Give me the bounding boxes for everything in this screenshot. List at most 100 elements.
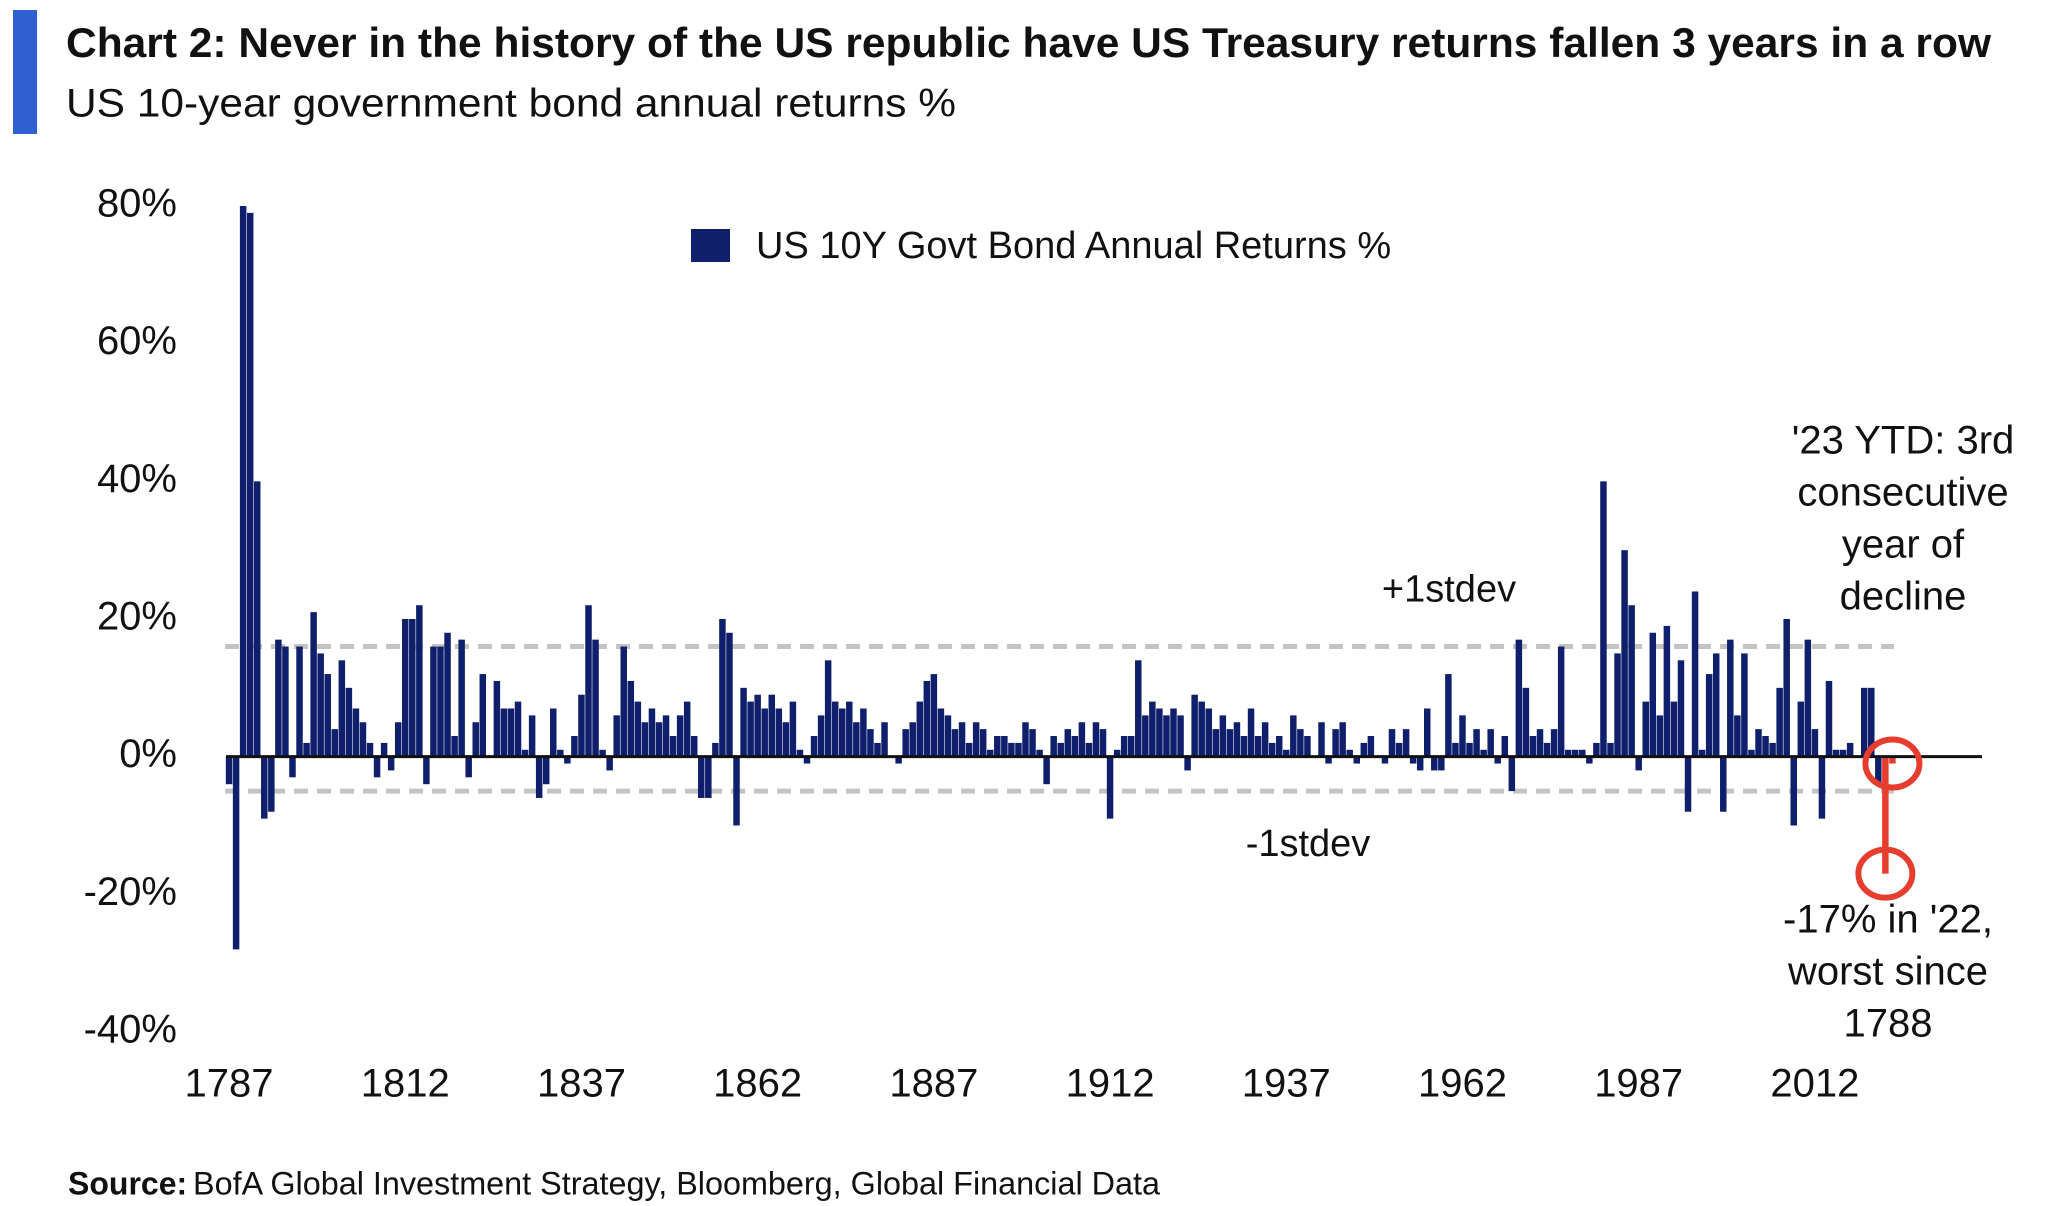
stdev-label: -1stdev [1246, 823, 1371, 865]
legend-label: US 10Y Govt Bond Annual Returns % [756, 225, 1391, 267]
bar [409, 619, 416, 757]
bar [1705, 674, 1713, 757]
bar [557, 749, 564, 757]
x-tick-label: 1987 [1594, 1062, 1683, 1106]
bar [535, 756, 543, 798]
bar [1022, 722, 1029, 757]
bar [1508, 756, 1516, 792]
bar [402, 619, 409, 757]
bar [1346, 749, 1353, 757]
stdev-label: +1stdev [1382, 569, 1516, 611]
bar [1557, 646, 1565, 757]
bar [1198, 701, 1205, 757]
bar [1783, 619, 1790, 757]
bar [1205, 708, 1212, 757]
source-text: BofA Global Investment Strategy, Bloombe… [193, 1165, 1160, 1201]
bar [1191, 694, 1198, 757]
bar [1050, 736, 1057, 757]
bar [1381, 756, 1389, 764]
bar [1818, 756, 1826, 819]
x-tick-label: 1787 [185, 1062, 274, 1106]
source-label: Source: [68, 1165, 187, 1201]
bar [1522, 687, 1530, 757]
bar [627, 680, 635, 757]
bar [824, 660, 832, 757]
bar [698, 756, 705, 798]
annotation-text: -17% in '22, [1783, 898, 1993, 942]
bar [1882, 756, 1889, 874]
bar [1078, 722, 1086, 757]
bar [853, 722, 860, 757]
annotation-text: decline [1840, 575, 1967, 619]
x-tick-label: 1912 [1066, 1062, 1155, 1106]
annotation-text: consecutive [1797, 471, 2008, 515]
bar [542, 756, 550, 785]
bar [1106, 756, 1114, 819]
bar [1113, 749, 1121, 757]
bar [1226, 729, 1234, 757]
bar [754, 694, 761, 757]
bar [225, 756, 233, 785]
bar [1790, 756, 1797, 826]
bar [1163, 715, 1170, 757]
bar [1240, 736, 1248, 757]
bar [1804, 639, 1812, 757]
bar [987, 749, 994, 757]
bar [437, 646, 444, 757]
bar [1339, 722, 1346, 757]
bar [430, 646, 437, 757]
bar [1586, 756, 1593, 764]
bar [289, 756, 296, 778]
bar [1811, 729, 1819, 757]
bar [1177, 715, 1184, 757]
bar [1875, 756, 1882, 785]
bar [831, 701, 839, 757]
bar [1642, 701, 1649, 757]
bar [1684, 756, 1692, 812]
chart-subtitle: US 10-year government bond annual return… [66, 82, 956, 126]
bar [817, 715, 825, 757]
bar [500, 708, 508, 757]
annotation-text: 1788 [1844, 1002, 1933, 1046]
bar [1247, 708, 1255, 757]
bar [373, 756, 381, 778]
bar [1860, 687, 1868, 757]
bar [747, 701, 754, 757]
bar [1656, 715, 1664, 757]
bar [387, 756, 395, 771]
bar [1233, 722, 1241, 757]
bar [1184, 756, 1191, 771]
x-tick-label: 1962 [1418, 1062, 1507, 1106]
bar [972, 722, 980, 757]
bar [282, 646, 289, 757]
chart-title: Chart 2: Never in the history of the US … [66, 19, 1991, 66]
bar [1572, 749, 1579, 757]
bar [810, 736, 818, 757]
bar [1283, 749, 1290, 757]
bar [1297, 729, 1304, 757]
bar [1614, 653, 1621, 757]
annotation-circle [1862, 736, 1923, 791]
bar [479, 674, 487, 757]
bar [838, 708, 846, 757]
bar [1593, 742, 1600, 757]
bar [740, 687, 747, 757]
bar [310, 612, 317, 757]
bar [1057, 742, 1064, 757]
bar [1832, 749, 1840, 757]
bar [1085, 742, 1093, 757]
bar [1409, 756, 1417, 764]
bar [669, 736, 677, 757]
bar [1473, 729, 1480, 757]
title-accent [13, 10, 37, 134]
bar [1029, 729, 1036, 757]
bar [1600, 481, 1607, 757]
bar [1290, 715, 1297, 757]
bar [1268, 742, 1276, 757]
bar [1423, 708, 1431, 757]
bar [705, 756, 712, 798]
bar [683, 701, 691, 757]
bar [712, 742, 719, 757]
bar [1402, 729, 1410, 757]
bar [1431, 756, 1438, 771]
